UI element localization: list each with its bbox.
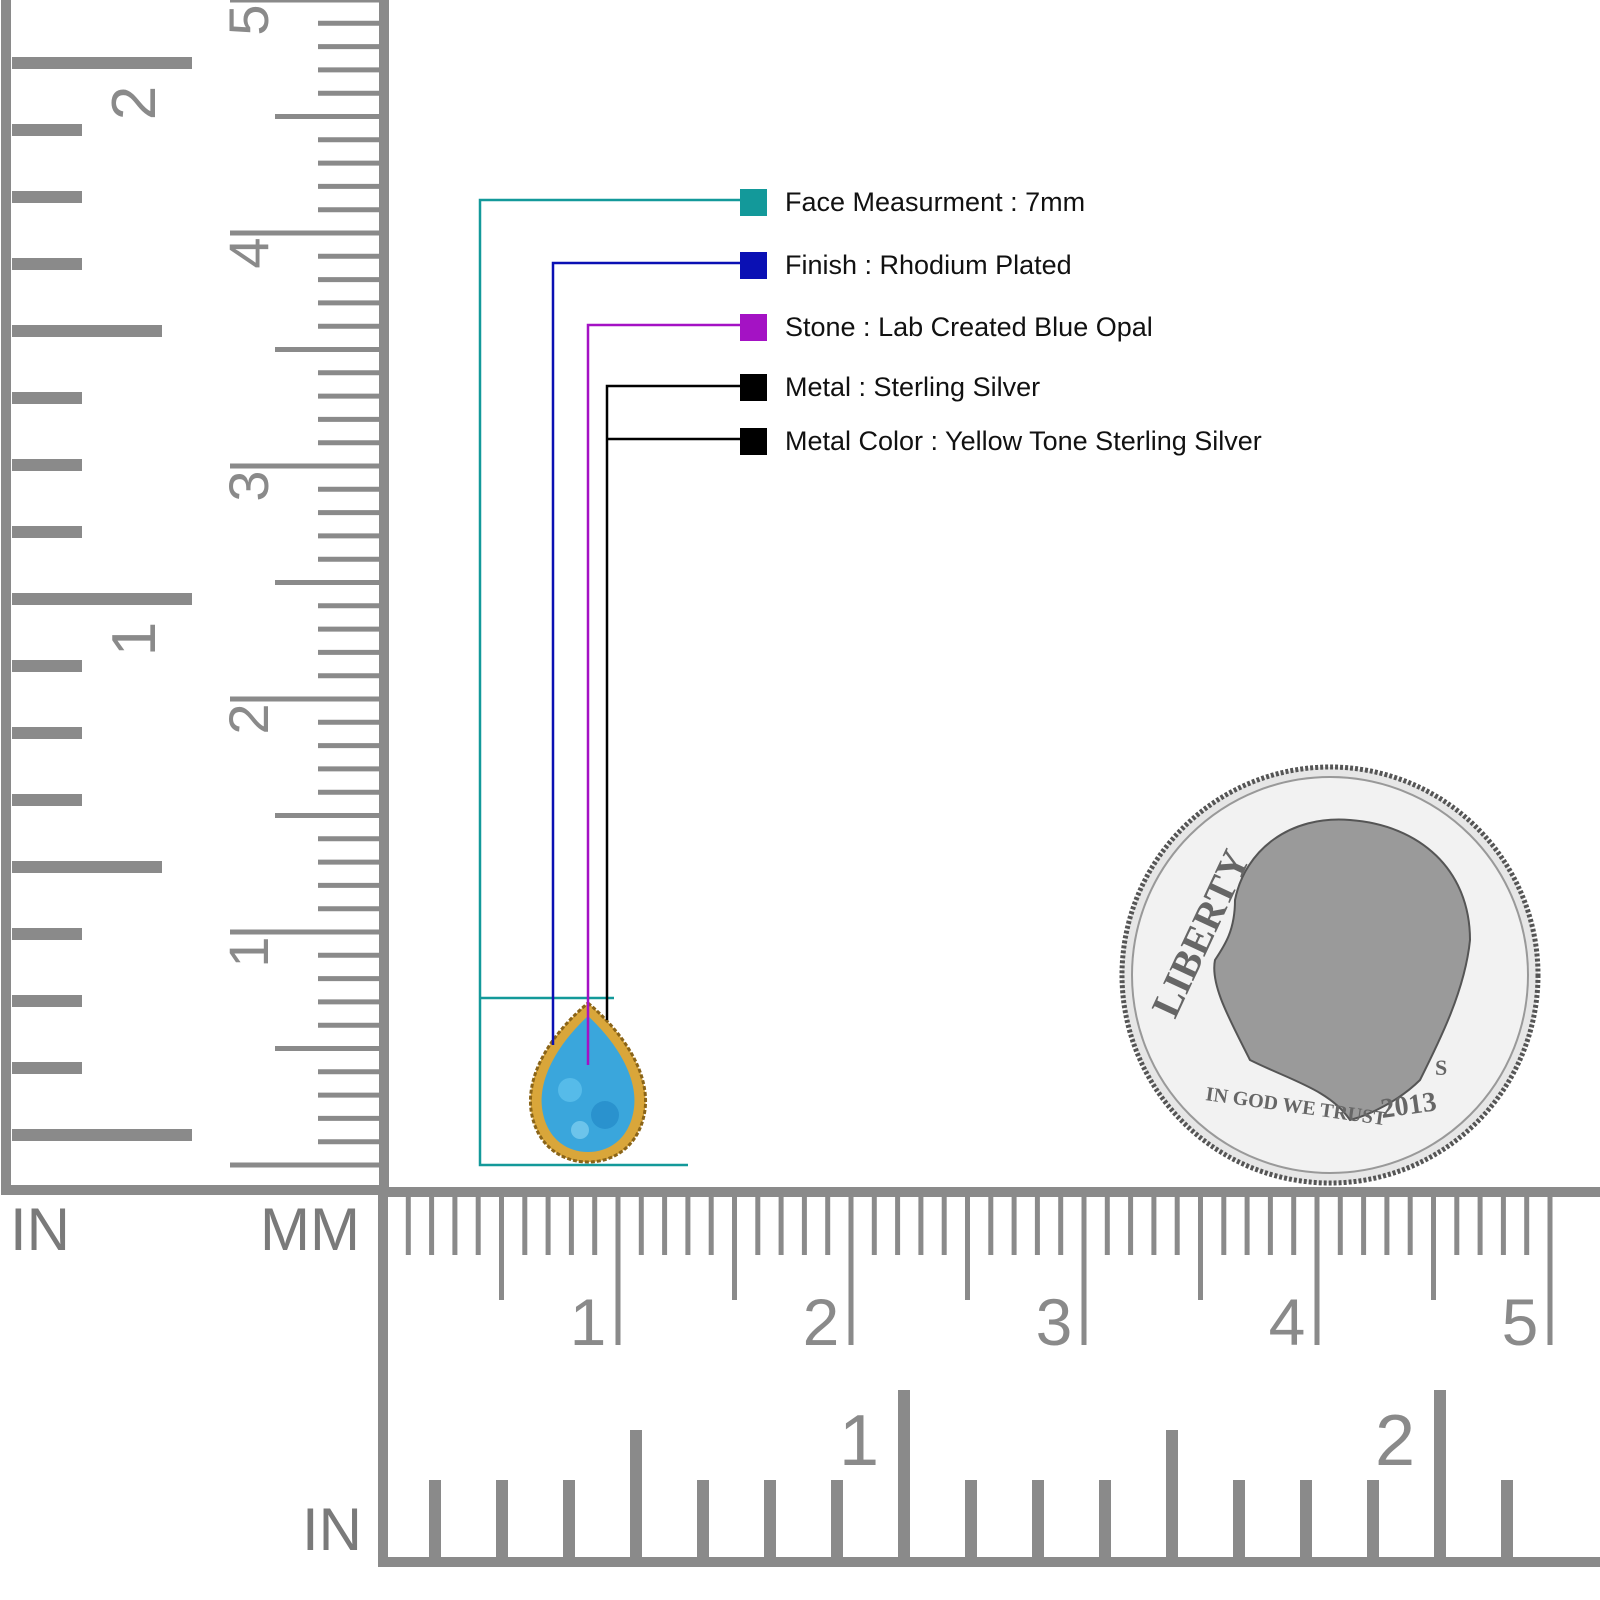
legend-metal: Metal : Sterling Silver bbox=[740, 372, 1040, 402]
metal-line bbox=[605, 384, 740, 1020]
coin-mint-mark: S bbox=[1435, 1055, 1447, 1080]
finish-line bbox=[551, 261, 740, 1045]
earring-teardrop bbox=[528, 1001, 648, 1164]
cm-label: 4 bbox=[217, 237, 280, 268]
legend-stone: Stone : Lab Created Blue Opal bbox=[740, 312, 1153, 342]
cm-label: 5 bbox=[217, 4, 280, 35]
cm-label: 1 bbox=[217, 936, 280, 967]
left-ruler-frame bbox=[1, 0, 389, 1195]
black-swatch bbox=[740, 427, 767, 455]
legend-finish: Finish : Rhodium Plated bbox=[740, 250, 1072, 280]
cm-label: 5 bbox=[1502, 1285, 1539, 1359]
magenta-swatch bbox=[740, 313, 767, 341]
cm-label: 1 bbox=[570, 1285, 607, 1359]
black-swatch bbox=[740, 373, 767, 401]
coin-year: 2013 bbox=[1379, 1086, 1439, 1124]
mm-unit-label: MM bbox=[260, 1196, 360, 1263]
inch-label: 1 bbox=[839, 1401, 879, 1481]
bottom-ruler-inch-unit: IN bbox=[302, 1496, 362, 1563]
legend-face-measurement: Face Measurment : 7mm bbox=[740, 187, 1085, 217]
inch-label: 2 bbox=[1375, 1401, 1415, 1481]
leader-lines bbox=[478, 198, 740, 1167]
inch-label: 2 bbox=[100, 86, 169, 120]
legend-metal-color: Metal Color : Yellow Tone Sterling Silve… bbox=[740, 426, 1262, 456]
cm-label: 3 bbox=[1036, 1285, 1073, 1359]
bottom-ruler-frame bbox=[378, 1187, 1600, 1567]
left-ruler-inch-unit: IN bbox=[10, 1196, 70, 1263]
cm-label: 4 bbox=[1269, 1285, 1306, 1359]
cm-label: 3 bbox=[217, 470, 280, 501]
cm-label: 2 bbox=[803, 1285, 840, 1359]
coin-dime: LIBERTY IN GOD WE TRUST 2013 S bbox=[1119, 764, 1541, 1186]
stone-line bbox=[586, 323, 740, 1065]
inch-label: 1 bbox=[100, 622, 169, 656]
coin-portrait bbox=[1213, 818, 1472, 1122]
face-measurement-line bbox=[478, 198, 740, 1167]
blue-swatch bbox=[740, 251, 767, 279]
teal-swatch bbox=[740, 188, 767, 216]
cm-label: 2 bbox=[217, 703, 280, 734]
